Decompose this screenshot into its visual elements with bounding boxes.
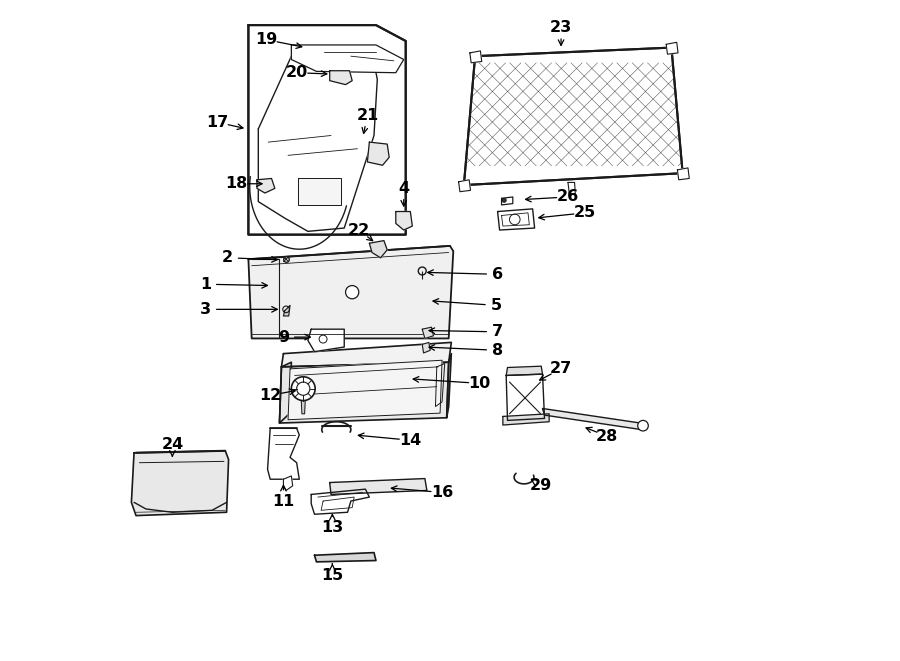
Text: 12: 12 xyxy=(259,388,282,403)
Polygon shape xyxy=(131,451,229,516)
Polygon shape xyxy=(396,212,412,230)
Text: 15: 15 xyxy=(321,568,344,582)
Text: 7: 7 xyxy=(492,325,503,339)
Circle shape xyxy=(346,286,359,299)
Text: 9: 9 xyxy=(278,330,289,344)
Text: 2: 2 xyxy=(221,251,233,265)
Polygon shape xyxy=(459,180,471,192)
Polygon shape xyxy=(498,209,535,230)
Text: 29: 29 xyxy=(530,479,553,493)
Text: 20: 20 xyxy=(285,65,308,80)
Polygon shape xyxy=(280,362,449,423)
Polygon shape xyxy=(470,51,482,63)
Polygon shape xyxy=(446,354,451,418)
Circle shape xyxy=(638,420,648,431)
Polygon shape xyxy=(503,414,549,425)
Text: 10: 10 xyxy=(469,376,491,391)
Text: 1: 1 xyxy=(200,277,211,292)
Text: 17: 17 xyxy=(206,115,229,130)
Text: 19: 19 xyxy=(255,32,277,47)
Text: 18: 18 xyxy=(225,176,248,191)
Polygon shape xyxy=(501,197,513,205)
Text: 13: 13 xyxy=(321,520,344,535)
Circle shape xyxy=(502,198,506,202)
Polygon shape xyxy=(314,553,376,562)
Text: 21: 21 xyxy=(356,108,379,123)
Polygon shape xyxy=(298,178,341,205)
Polygon shape xyxy=(282,342,451,367)
Polygon shape xyxy=(506,366,543,375)
Polygon shape xyxy=(248,25,406,235)
Polygon shape xyxy=(329,71,352,85)
Text: 4: 4 xyxy=(398,181,410,196)
Polygon shape xyxy=(288,360,442,420)
Polygon shape xyxy=(258,50,377,231)
Text: 22: 22 xyxy=(347,223,370,237)
Polygon shape xyxy=(367,142,389,165)
Text: 28: 28 xyxy=(596,429,618,444)
Polygon shape xyxy=(422,327,434,338)
Polygon shape xyxy=(280,362,292,423)
Polygon shape xyxy=(464,48,683,185)
Text: 26: 26 xyxy=(556,190,579,204)
Polygon shape xyxy=(678,168,689,180)
Polygon shape xyxy=(248,246,454,338)
Polygon shape xyxy=(292,45,404,73)
Text: 5: 5 xyxy=(491,298,502,313)
Polygon shape xyxy=(422,342,430,353)
Polygon shape xyxy=(257,178,274,193)
Polygon shape xyxy=(369,241,387,258)
Circle shape xyxy=(292,377,315,401)
Polygon shape xyxy=(302,401,305,414)
Polygon shape xyxy=(311,489,369,514)
Text: 11: 11 xyxy=(273,494,294,508)
Polygon shape xyxy=(308,329,344,352)
Text: 8: 8 xyxy=(492,343,503,358)
Polygon shape xyxy=(543,408,642,430)
Polygon shape xyxy=(666,42,678,54)
Polygon shape xyxy=(284,476,292,490)
Text: 27: 27 xyxy=(550,362,572,376)
Text: 6: 6 xyxy=(492,267,503,282)
Polygon shape xyxy=(284,305,290,316)
Polygon shape xyxy=(329,479,427,494)
Polygon shape xyxy=(568,182,575,194)
Text: 23: 23 xyxy=(550,20,572,35)
Polygon shape xyxy=(506,374,544,420)
Text: 16: 16 xyxy=(431,485,454,500)
Polygon shape xyxy=(267,428,300,479)
Circle shape xyxy=(297,382,310,395)
Text: 24: 24 xyxy=(161,437,184,451)
Text: 14: 14 xyxy=(400,433,421,447)
Text: 25: 25 xyxy=(573,206,596,220)
Text: 3: 3 xyxy=(200,302,211,317)
